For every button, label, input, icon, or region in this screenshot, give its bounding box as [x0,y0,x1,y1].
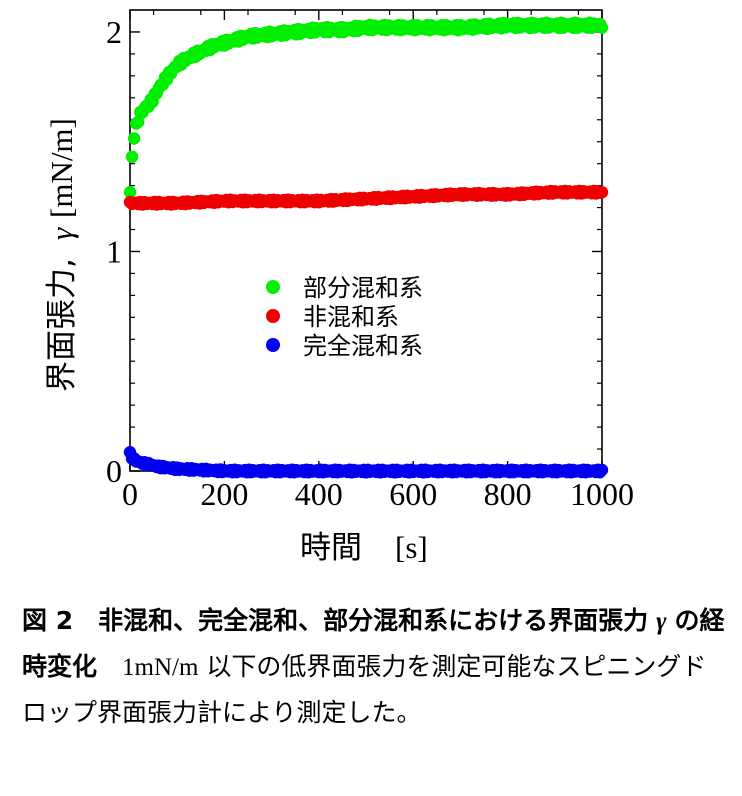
legend-marker [266,309,280,323]
axis-titles: 時間 [s] 界面張力, γ [mN/m] [44,118,428,566]
series-1 [123,16,609,199]
data-point [595,463,609,477]
y-tick-label: 1 [106,233,122,269]
ticks [129,10,603,472]
data-point [127,132,141,145]
x-tick-label: 0 [122,476,138,512]
x-tick-label: 800 [484,476,532,512]
tick-labels: 0 200 400 600 800 1000 0 1 2 [106,14,634,512]
x-tick-label: 200 [200,476,248,512]
series-3 [123,446,609,479]
data-point [595,21,609,34]
legend-label: 完全混和系 [303,332,423,360]
figure-caption: 図 2 非混和、完全混和、部分混和系における界面張力 γ の経時変化 1mN/m… [22,598,727,735]
legend-marker [266,338,280,352]
y-tick-label: 0 [106,453,122,489]
data-point [125,150,139,163]
data-point [123,186,137,199]
caption-bold-tail: の経時変化 [22,606,725,681]
x-axis-title: 時間 [300,530,362,566]
caption-body-lead: 1mN/m [122,654,199,681]
caption-gamma: γ [656,608,667,635]
legend-marker [266,280,280,294]
data-point [132,115,145,129]
x-tick-label: 600 [389,476,437,512]
plot-border [129,9,603,472]
x-tick-label: 400 [295,476,343,512]
x-tick-label: 1000 [570,476,634,512]
y-tick-label: 2 [106,14,122,50]
caption-fig-label: 図 2 [22,606,74,635]
plot-frame [129,9,603,472]
y-axis-title: 界面張力, [44,258,80,392]
data-points [123,16,609,479]
data-point [595,186,609,199]
caption-body-text: 以下の低界面張力を測定可能なスピニングドロップ界面張力計により測定した。 [22,652,707,727]
legend-label: 非混和系 [303,303,399,331]
legend-label: 部分混和系 [303,274,423,302]
y-axis-unit: [mN/m] [44,118,79,218]
x-axis-unit: [s] [395,530,428,565]
series-2 [123,184,609,211]
y-axis-symbol: γ [44,227,79,240]
caption-bold-text: 非混和、完全混和、部分混和系における界面張力 [98,606,649,635]
